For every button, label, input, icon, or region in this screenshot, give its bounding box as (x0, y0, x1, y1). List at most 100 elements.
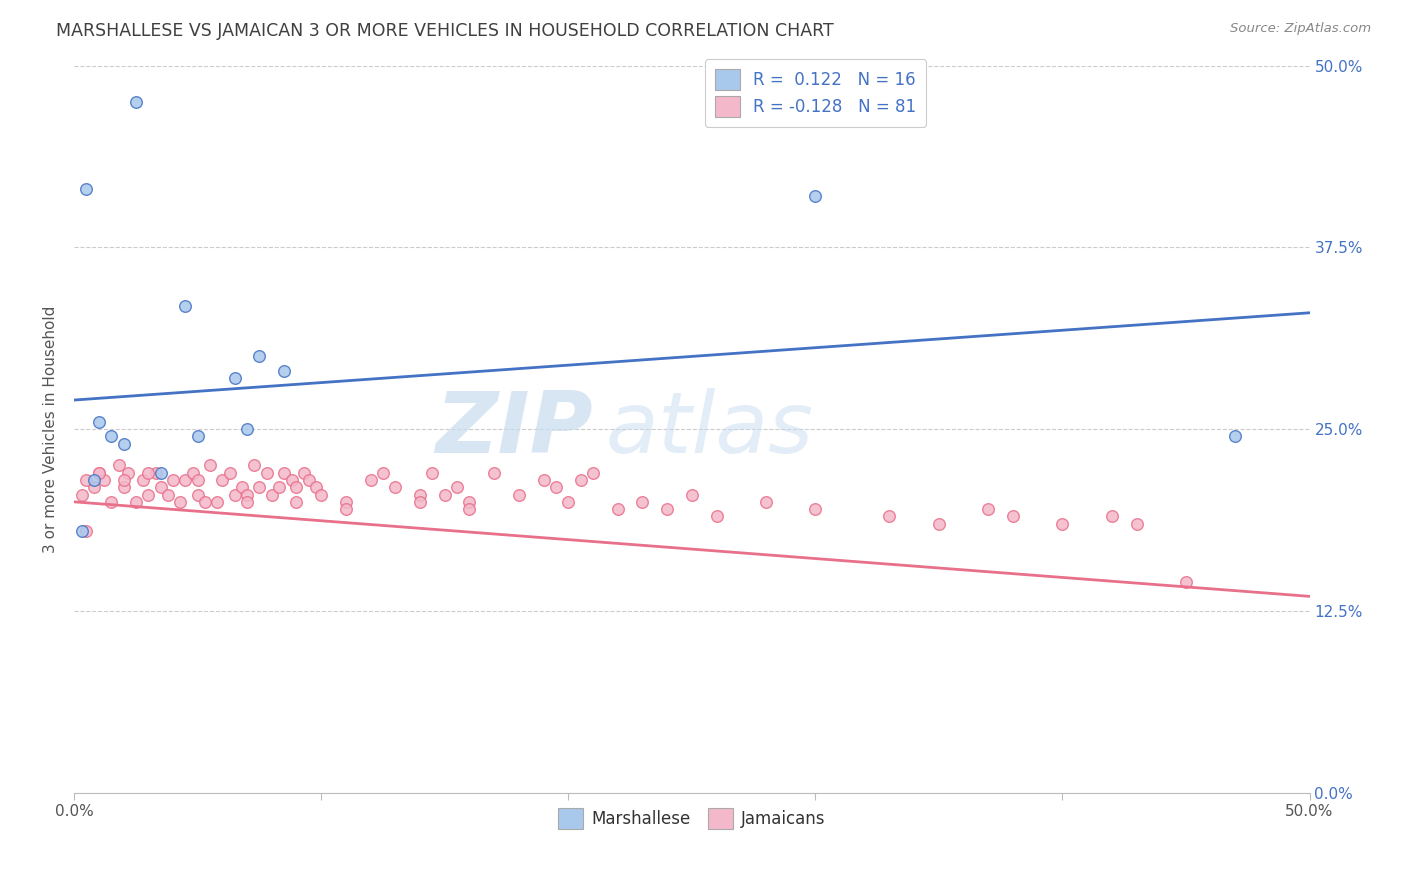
Point (371, 466, 394, 480)
Point (335, 495, 357, 509)
Point (557, 495, 579, 509)
Point (706, 509, 728, 524)
Point (409, 487, 432, 501)
Point (804, 502, 827, 516)
Point (187, 487, 209, 501)
Point (384, 480, 406, 494)
Point (187, 473, 209, 487)
Point (458, 502, 481, 516)
Point (655, 502, 678, 516)
Text: atlas: atlas (606, 388, 813, 471)
Point (422, 466, 444, 480)
Text: Source: ZipAtlas.com: Source: ZipAtlas.com (1230, 22, 1371, 36)
Point (755, 495, 778, 509)
Point (1101, 509, 1123, 524)
Point (87, 415, 110, 429)
Point (544, 480, 567, 494)
Point (117, 466, 139, 480)
Point (681, 487, 703, 501)
Point (224, 487, 246, 501)
Point (149, 466, 172, 480)
Point (169, 495, 191, 509)
Point (243, 458, 266, 473)
Point (569, 473, 592, 487)
Point (174, 473, 197, 487)
Point (269, 480, 291, 494)
Point (93, 473, 115, 487)
Point (198, 458, 221, 473)
Point (136, 466, 159, 480)
Point (145, 466, 167, 480)
Point (136, 487, 159, 501)
Point (482, 466, 505, 480)
Point (187, 429, 209, 443)
Point (533, 473, 555, 487)
Point (280, 473, 302, 487)
Point (335, 502, 357, 516)
Legend: Marshallese, Jamaicans: Marshallese, Jamaicans (551, 802, 832, 835)
Point (1001, 509, 1024, 524)
Point (125, 95, 148, 109)
Point (112, 436, 135, 450)
Point (231, 480, 253, 494)
Point (285, 480, 308, 494)
Point (305, 480, 328, 494)
Point (582, 466, 605, 480)
Point (132, 473, 155, 487)
Point (112, 480, 135, 494)
Point (273, 466, 295, 480)
Point (309, 487, 332, 501)
Point (236, 487, 259, 501)
Point (458, 495, 481, 509)
Point (207, 495, 229, 509)
Point (70, 487, 93, 501)
Point (218, 466, 240, 480)
Point (75, 182, 97, 196)
Point (125, 495, 148, 509)
Point (156, 487, 179, 501)
Point (879, 509, 901, 524)
Text: ZIP: ZIP (436, 388, 593, 471)
Point (508, 487, 530, 501)
Point (260, 487, 283, 501)
Point (181, 466, 204, 480)
Point (804, 189, 827, 203)
Y-axis label: 3 or more Vehicles in Household: 3 or more Vehicles in Household (44, 305, 58, 553)
Point (977, 502, 1000, 516)
Point (149, 480, 172, 494)
Point (273, 364, 295, 378)
Point (194, 495, 217, 509)
Point (292, 466, 315, 480)
Point (211, 473, 233, 487)
Point (100, 495, 122, 509)
Point (1225, 429, 1247, 443)
Point (285, 495, 308, 509)
Point (70, 524, 93, 538)
Point (433, 487, 456, 501)
Point (87, 466, 110, 480)
Point (100, 429, 122, 443)
Point (87, 466, 110, 480)
Point (1125, 516, 1147, 531)
Point (174, 299, 197, 313)
Point (446, 480, 468, 494)
Point (236, 422, 259, 436)
Point (162, 473, 184, 487)
Point (83, 473, 105, 487)
Point (107, 458, 129, 473)
Point (1175, 574, 1198, 589)
Point (360, 473, 382, 487)
Point (247, 480, 270, 494)
Point (409, 495, 432, 509)
Point (83, 480, 105, 494)
Point (247, 350, 270, 364)
Text: MARSHALLESE VS JAMAICAN 3 OR MORE VEHICLES IN HOUSEHOLD CORRELATION CHART: MARSHALLESE VS JAMAICAN 3 OR MORE VEHICL… (56, 22, 834, 40)
Point (75, 524, 97, 538)
Point (631, 495, 654, 509)
Point (75, 473, 97, 487)
Point (928, 516, 950, 531)
Point (1052, 516, 1074, 531)
Point (256, 466, 278, 480)
Point (236, 495, 259, 509)
Point (224, 371, 246, 385)
